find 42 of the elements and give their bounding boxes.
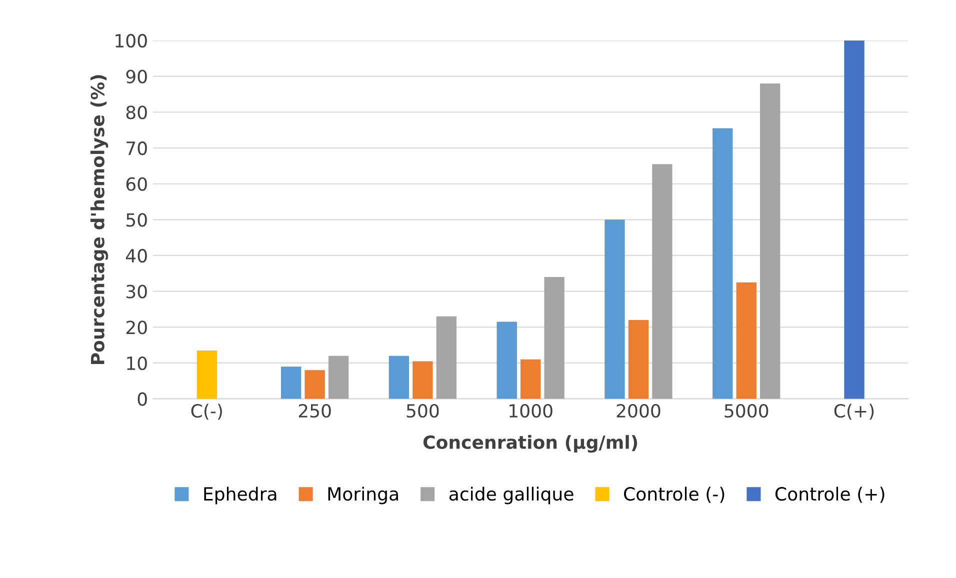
bar xyxy=(520,359,541,399)
bar xyxy=(544,276,564,399)
y-tick-label: 0 xyxy=(138,392,147,406)
bar xyxy=(280,366,302,399)
legend-label: acide gallique xyxy=(449,486,574,504)
bar xyxy=(496,322,517,399)
y-tick-label: 70 xyxy=(126,141,147,156)
legend-label: Moringa xyxy=(328,486,398,504)
legend-label: Controle (+) xyxy=(775,486,884,503)
y-tick-label: 50 xyxy=(126,213,147,227)
x-tick-label: 5000 xyxy=(724,404,768,418)
bar xyxy=(304,370,325,399)
x-axis-title: Concenration (µg/ml) xyxy=(423,435,638,453)
bar xyxy=(196,350,217,399)
bar xyxy=(844,40,864,399)
x-tick-label: 250 xyxy=(298,404,331,418)
bar xyxy=(436,316,457,399)
bar xyxy=(736,282,756,399)
bar xyxy=(328,356,349,399)
x-tick-label: 500 xyxy=(406,404,439,418)
bar xyxy=(712,128,733,399)
x-tick-label: C(+) xyxy=(834,404,874,420)
y-tick-label: 60 xyxy=(126,177,147,191)
bar xyxy=(412,361,433,399)
bar xyxy=(652,164,672,399)
bar xyxy=(760,83,780,399)
x-tick-label: C(-) xyxy=(191,404,222,420)
bar xyxy=(388,356,410,399)
y-tick-label: 30 xyxy=(126,284,147,298)
bar xyxy=(628,320,649,399)
y-tick-label: 100 xyxy=(116,34,147,48)
bar xyxy=(604,220,625,399)
legend-label: Controle (-) xyxy=(624,486,724,503)
legend-label: Ephedra xyxy=(204,486,276,504)
y-tick-label: 40 xyxy=(126,248,147,263)
y-tick-label: 10 xyxy=(127,356,147,370)
x-tick-label: 1000 xyxy=(510,404,552,418)
y-axis-title: Pourcentage d'hemolyse (%) xyxy=(90,75,108,364)
y-tick-label: 20 xyxy=(126,320,147,334)
y-tick-label: 90 xyxy=(126,70,147,84)
x-tick-label: 2000 xyxy=(616,404,660,418)
y-tick-label: 80 xyxy=(126,106,147,120)
